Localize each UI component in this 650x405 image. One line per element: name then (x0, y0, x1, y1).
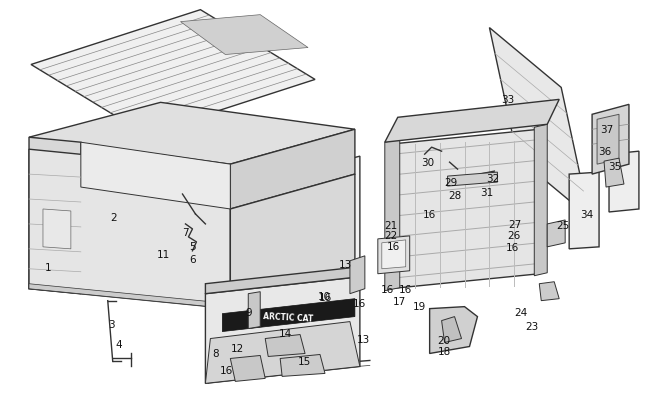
Polygon shape (385, 100, 559, 143)
Polygon shape (29, 150, 230, 309)
Polygon shape (205, 322, 360, 384)
Text: 16: 16 (353, 298, 367, 308)
Text: 33: 33 (500, 95, 514, 105)
Text: 5: 5 (189, 241, 196, 251)
Polygon shape (230, 130, 355, 209)
Polygon shape (248, 292, 260, 329)
Text: ARCTIC CAT: ARCTIC CAT (263, 311, 313, 323)
Text: 36: 36 (599, 147, 612, 157)
Polygon shape (222, 299, 355, 332)
Polygon shape (181, 16, 308, 55)
Polygon shape (604, 159, 624, 188)
Text: 20: 20 (437, 335, 450, 345)
Polygon shape (382, 240, 406, 269)
Polygon shape (489, 28, 589, 217)
Text: 37: 37 (601, 125, 614, 135)
Text: 16: 16 (399, 284, 412, 294)
Text: 26: 26 (508, 230, 521, 240)
Text: 16: 16 (506, 242, 519, 252)
Text: 28: 28 (448, 191, 462, 200)
Text: 4: 4 (116, 339, 122, 349)
Polygon shape (597, 115, 619, 165)
Text: 11: 11 (157, 249, 170, 259)
Polygon shape (448, 173, 497, 187)
Text: 8: 8 (212, 349, 218, 358)
Polygon shape (43, 209, 71, 249)
Text: 13: 13 (339, 259, 352, 269)
Text: 35: 35 (608, 162, 621, 172)
Text: 19: 19 (413, 301, 426, 311)
Polygon shape (390, 130, 540, 289)
Polygon shape (378, 236, 410, 274)
Text: 16: 16 (381, 284, 395, 294)
Text: 16: 16 (387, 241, 400, 251)
Text: 7: 7 (182, 227, 188, 237)
Polygon shape (547, 220, 566, 247)
Polygon shape (230, 175, 355, 304)
Polygon shape (230, 356, 265, 382)
Text: 21: 21 (384, 220, 397, 230)
Polygon shape (592, 105, 629, 175)
Text: 2: 2 (111, 213, 117, 222)
Polygon shape (81, 143, 230, 209)
Text: 29: 29 (444, 178, 457, 188)
Text: 25: 25 (556, 220, 570, 230)
Polygon shape (534, 125, 547, 276)
Text: 23: 23 (526, 321, 539, 331)
Polygon shape (29, 103, 355, 165)
Polygon shape (609, 152, 639, 213)
Polygon shape (540, 282, 559, 301)
Text: 16: 16 (318, 292, 332, 302)
Text: 34: 34 (580, 209, 593, 220)
Text: 30: 30 (421, 158, 434, 168)
Polygon shape (29, 138, 81, 294)
Polygon shape (270, 157, 360, 292)
Text: 27: 27 (509, 220, 522, 229)
Text: 31: 31 (480, 188, 493, 198)
Text: 16: 16 (423, 209, 436, 220)
Polygon shape (205, 277, 360, 384)
Text: 13: 13 (358, 334, 370, 344)
Polygon shape (280, 355, 325, 377)
Text: 32: 32 (486, 174, 499, 183)
Text: 1: 1 (45, 262, 51, 272)
Polygon shape (265, 335, 305, 356)
Polygon shape (29, 284, 230, 309)
Text: 10: 10 (317, 291, 331, 301)
Text: 24: 24 (515, 307, 528, 317)
Text: 14: 14 (278, 328, 292, 338)
Polygon shape (385, 140, 400, 291)
Polygon shape (350, 256, 365, 294)
Polygon shape (569, 173, 599, 249)
Polygon shape (31, 11, 315, 135)
Polygon shape (430, 307, 478, 354)
Text: 12: 12 (231, 344, 244, 354)
Polygon shape (441, 317, 461, 343)
Text: 3: 3 (109, 319, 115, 329)
Text: 22: 22 (384, 230, 397, 240)
Text: 15: 15 (298, 356, 311, 367)
Text: 18: 18 (438, 347, 451, 357)
Text: 17: 17 (393, 296, 406, 306)
Text: 6: 6 (189, 254, 196, 264)
Text: 16: 16 (220, 366, 233, 375)
Text: 9: 9 (245, 307, 252, 317)
Polygon shape (205, 267, 360, 294)
